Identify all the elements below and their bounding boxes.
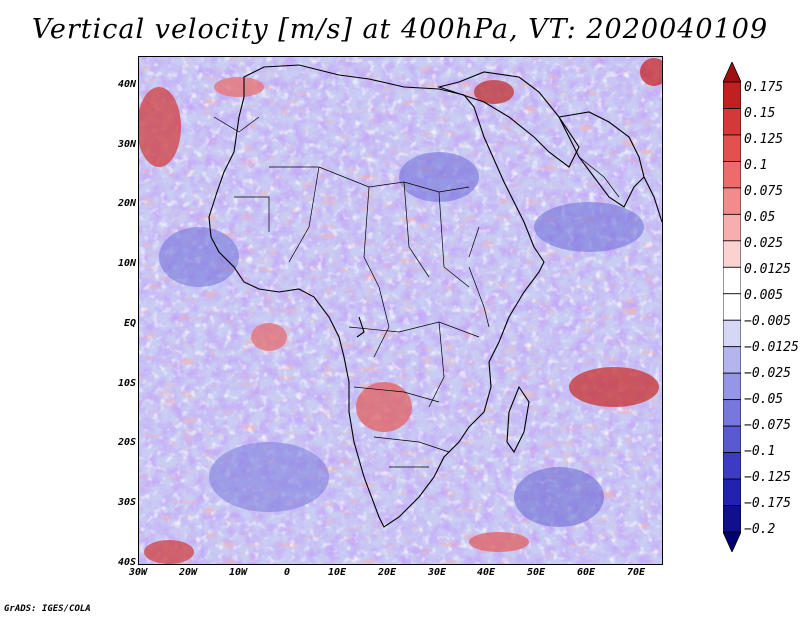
colorbar-label: −0.2 (744, 522, 776, 537)
colorbar-swatch (723, 531, 741, 552)
colorbar (723, 62, 741, 552)
lon-label-10e: 10E (327, 567, 347, 578)
colorbar-swatch (723, 505, 741, 533)
grads-credit: GrADS: IGES/COLA (4, 604, 91, 614)
colorbar-swatch (723, 425, 741, 453)
colorbar-label: 0.05 (744, 210, 776, 225)
lon-label-70e: 70E (626, 567, 646, 578)
lat-label-eq: EQ (123, 318, 136, 329)
lon-label-40e: 40E (476, 567, 496, 578)
lon-label-20e: 20E (377, 567, 397, 578)
lon-label-30e: 30E (427, 567, 447, 578)
lon-label-30w: 30W (128, 567, 148, 578)
descent-patches (159, 152, 644, 527)
colorbar-label: 0.175 (744, 80, 784, 95)
lat-label-20s: 20S (117, 437, 136, 448)
colorbar-label: 0.025 (744, 236, 784, 251)
colorbar-swatch (723, 134, 741, 162)
colorbar-swatch (723, 346, 741, 374)
colorbar-label: 0.1 (744, 158, 768, 173)
colorbar-label: 0.15 (744, 106, 776, 121)
velocity-hotspots (139, 58, 662, 564)
lon-label-50e: 50E (526, 567, 546, 578)
colorbar-swatch (723, 187, 741, 215)
colorbar-label: −0.005 (744, 314, 791, 329)
colorbar-swatch (723, 452, 741, 480)
colorbar-swatch (723, 478, 741, 506)
colorbar-swatch (723, 399, 741, 427)
lat-label-30n: 30N (117, 139, 136, 150)
colorbar-swatch (723, 240, 741, 268)
colorbar-swatch (723, 161, 741, 189)
colorbar-swatch (723, 62, 741, 83)
map-title: Vertical velocity [m/s] at 400hPa, VT: 2… (31, 14, 769, 45)
colorbar-label: 0.0125 (744, 262, 791, 277)
coastlines (208, 64, 662, 528)
colorbar-swatch (723, 319, 741, 348)
lat-label-10n: 10N (117, 258, 136, 269)
colorbar-swatch (723, 213, 741, 242)
lat-label-40s: 40S (117, 557, 136, 568)
lat-label-10s: 10S (117, 378, 136, 389)
colorbar-swatch (723, 266, 741, 295)
lon-label-60e: 60E (576, 567, 596, 578)
colorbar-label: −0.175 (744, 496, 791, 511)
lon-label-0: 0 (283, 567, 291, 578)
colorbar-swatch (723, 108, 741, 136)
colorbar-label: 0.075 (744, 184, 784, 199)
lat-label-40n: 40N (117, 79, 136, 90)
colorbar-swatch (723, 81, 741, 109)
country-borders (213, 116, 620, 468)
map-panel (138, 56, 663, 565)
colorbar-swatch (723, 293, 741, 321)
colorbar-label: 0.125 (744, 132, 784, 147)
colorbar-label: −0.05 (744, 392, 784, 407)
colorbar-label: −0.075 (744, 418, 791, 433)
lat-label-20n: 20N (117, 198, 136, 209)
lon-label-10w: 10W (228, 567, 248, 578)
colorbar-label: −0.1 (744, 444, 776, 459)
colorbar-label: 0.005 (744, 288, 784, 303)
colorbar-label: −0.025 (744, 366, 791, 381)
lon-label-20w: 20W (178, 567, 198, 578)
vertical-velocity-field (139, 57, 662, 564)
colorbar-label: −0.125 (744, 470, 791, 485)
lat-label-30s: 30S (117, 497, 136, 508)
colorbar-swatch (723, 372, 741, 401)
colorbar-label: −0.0125 (744, 340, 799, 355)
